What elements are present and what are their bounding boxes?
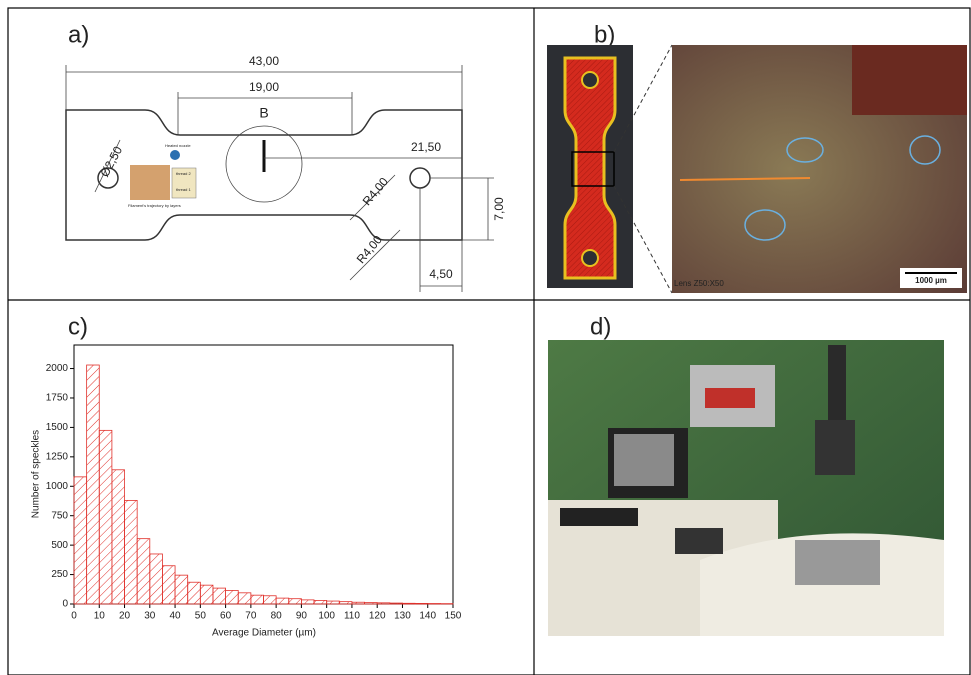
bar [150, 554, 163, 604]
x-tick-label: 60 [220, 611, 232, 622]
y-tick-label: 1750 [46, 393, 69, 404]
x-tick-label: 140 [419, 611, 436, 622]
x-tick-label: 80 [271, 611, 283, 622]
x-tick-label: 50 [195, 611, 207, 622]
bar [137, 539, 150, 604]
annotation: Filament's trajectory by layers [128, 203, 181, 208]
histogram: 0 250 500 750 1000 1250 1500 1750 2000 0 10 20 30 40 5… [46, 345, 462, 622]
bar [289, 599, 302, 604]
bar [327, 601, 340, 604]
x-tick-label: 110 [344, 611, 360, 622]
bar [200, 585, 213, 604]
bar [175, 575, 188, 604]
bar [238, 593, 251, 604]
annotation: thread 1 [176, 187, 191, 192]
dimension: 7,00 [492, 197, 506, 221]
x-tick-label: 70 [245, 611, 257, 622]
page: {"panels": { "a": {"label": "a)", "dimen… [0, 0, 971, 675]
bar [226, 590, 239, 604]
bar [162, 566, 175, 604]
bar [352, 602, 365, 604]
specimen-drawing [66, 65, 494, 292]
panel-label: a) [68, 21, 89, 48]
x-tick-label: 40 [170, 611, 182, 622]
bar [264, 596, 277, 604]
panel-label: b) [594, 21, 615, 48]
y-tick-label: 2000 [46, 363, 69, 374]
dimension: R4,00 [360, 174, 392, 208]
x-tick-label: 100 [318, 611, 335, 622]
panel-label: c) [68, 313, 88, 340]
bar [188, 582, 201, 604]
setup-photo [548, 340, 944, 636]
panel-label: d) [590, 313, 611, 340]
bar [314, 600, 327, 604]
dimension: 21,50 [411, 140, 441, 154]
x-tick-label: 10 [94, 611, 106, 622]
bar [301, 600, 314, 604]
dimension: Ø2,50 [97, 144, 125, 180]
bar [213, 588, 226, 604]
bar [125, 500, 138, 604]
bar [365, 603, 378, 604]
lens-label: Lens Z50:X50 [674, 279, 724, 288]
bar [339, 602, 352, 604]
x-tick-label: 120 [369, 611, 386, 622]
x-tick-label: 30 [144, 611, 156, 622]
annotation: Heated nozzle [165, 143, 191, 148]
bar [74, 477, 87, 604]
micrograph-panel [547, 45, 967, 293]
bar [87, 365, 100, 604]
y-tick-label: 250 [51, 569, 68, 580]
x-axis-title: Average Diameter (µm) [212, 628, 316, 639]
y-tick-label: 500 [51, 540, 68, 551]
bar [377, 603, 390, 604]
y-axis-title: Number of speckles [31, 430, 42, 518]
dimension: 19,00 [249, 80, 279, 94]
annotation: thread 2 [176, 171, 191, 176]
bar [251, 595, 264, 604]
x-tick-label: 130 [394, 611, 411, 622]
y-tick-label: 1000 [46, 481, 69, 492]
detail-label: B [259, 105, 268, 121]
y-tick-label: 1500 [46, 422, 69, 433]
x-tick-label: 150 [445, 611, 462, 622]
bar [402, 603, 415, 604]
scale-bar-label: 1000 µm [915, 276, 947, 285]
bar [112, 470, 125, 604]
bar [99, 430, 112, 604]
x-tick-label: 0 [71, 611, 77, 622]
figure: a) b) c) d) 43,00 19,00 21,50 Ø2,50 R4,0… [0, 0, 971, 675]
y-tick-label: 0 [62, 599, 68, 610]
y-tick-label: 1250 [46, 451, 69, 462]
bar [415, 603, 428, 604]
dimension: 43,00 [249, 54, 279, 68]
bar [390, 603, 403, 604]
x-tick-label: 20 [119, 611, 131, 622]
bar [276, 598, 289, 604]
dimension: 4,50 [429, 267, 453, 281]
y-tick-label: 750 [51, 510, 68, 521]
x-tick-label: 90 [296, 611, 308, 622]
